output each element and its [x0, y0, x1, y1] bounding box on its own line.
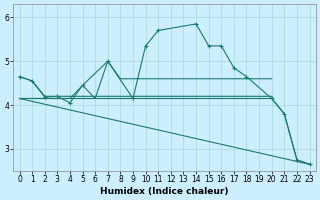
X-axis label: Humidex (Indice chaleur): Humidex (Indice chaleur)	[100, 187, 229, 196]
